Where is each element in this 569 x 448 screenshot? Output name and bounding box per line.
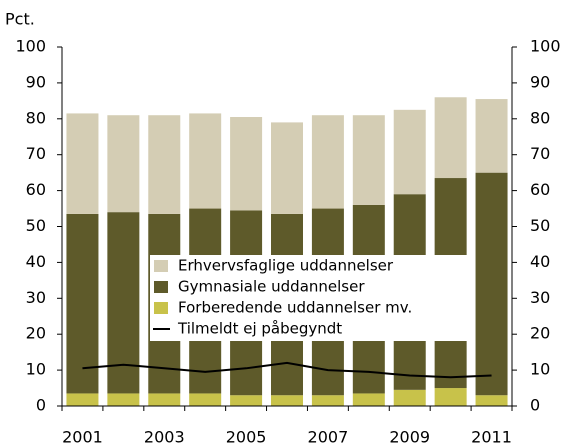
y-tick-label: 20 bbox=[26, 324, 46, 343]
y2-tick-label: 90 bbox=[530, 72, 550, 91]
y2-tick-label: 50 bbox=[530, 216, 550, 235]
legend-label: Erhvervsfaglige uddannelser bbox=[178, 257, 394, 275]
bar-segment bbox=[271, 122, 303, 214]
bar-segment bbox=[475, 172, 508, 396]
legend: Erhvervsfaglige uddannelser Gymnasiale ud… bbox=[150, 255, 468, 341]
bar-segment bbox=[230, 395, 263, 406]
bar-segment bbox=[107, 212, 140, 394]
y2-tick-label: 70 bbox=[530, 144, 550, 163]
x-tick-label: 2005 bbox=[226, 428, 267, 447]
bar-segment bbox=[230, 117, 263, 211]
bar-segment bbox=[271, 395, 303, 406]
y2-tick-label: 80 bbox=[530, 108, 550, 127]
bar-segment bbox=[434, 97, 467, 179]
bar-segment bbox=[393, 109, 426, 195]
bar-segment bbox=[475, 99, 508, 173]
legend-swatch bbox=[154, 281, 168, 293]
bar-segment bbox=[393, 389, 426, 406]
y-tick-label: 100 bbox=[15, 37, 46, 56]
x-tick-label: 2003 bbox=[144, 428, 185, 447]
y2-tick-label: 0 bbox=[530, 396, 540, 415]
bar-segment bbox=[434, 388, 467, 406]
legend-label: Tilmeldt ej påbegyndt bbox=[177, 320, 342, 338]
y-tick-label: 90 bbox=[26, 72, 46, 91]
legend-label: Gymnasiale uddannelser bbox=[178, 278, 365, 296]
bar-segment bbox=[189, 393, 222, 406]
legend-swatch bbox=[154, 302, 168, 314]
bar-segment bbox=[66, 113, 99, 214]
y2-tick-label: 100 bbox=[530, 37, 561, 56]
x-tick-label: 2011 bbox=[471, 428, 512, 447]
bar-segment bbox=[352, 393, 385, 406]
line bbox=[82, 361, 492, 379]
y2-tick-label: 20 bbox=[530, 324, 550, 343]
y-tick-label: 80 bbox=[26, 108, 46, 127]
bar-segment bbox=[66, 393, 99, 406]
bar-segment bbox=[311, 115, 344, 209]
y-tick-label: 40 bbox=[26, 252, 46, 271]
bar-segment bbox=[148, 393, 181, 406]
y-tick-label: 50 bbox=[26, 216, 46, 235]
y2-tick-label: 30 bbox=[530, 288, 550, 307]
bar-segment bbox=[107, 115, 140, 213]
bar-segment bbox=[107, 393, 140, 406]
bar-segment bbox=[189, 113, 222, 209]
bar-segment bbox=[148, 115, 181, 214]
bar-segment bbox=[66, 213, 99, 394]
y2-tick-label: 40 bbox=[530, 252, 550, 271]
bar-segment bbox=[311, 395, 344, 406]
y-tick-label: 30 bbox=[26, 288, 46, 307]
x-tick-label: 2001 bbox=[62, 428, 103, 447]
y-tick-label: 60 bbox=[26, 180, 46, 199]
y-tick-label: 70 bbox=[26, 144, 46, 163]
legend-swatch bbox=[154, 260, 168, 272]
y-tick-label: 10 bbox=[26, 360, 46, 379]
bar-segment bbox=[475, 395, 508, 406]
y-tick-label: 0 bbox=[36, 396, 46, 415]
legend-label: Forberedende uddannelser mv. bbox=[178, 299, 412, 317]
y2-tick-label: 10 bbox=[530, 360, 550, 379]
y2-tick-label: 60 bbox=[530, 180, 550, 199]
y-axis-label: Pct. bbox=[5, 10, 35, 29]
x-tick-label: 2007 bbox=[308, 428, 349, 447]
x-tick-label: 2009 bbox=[389, 428, 430, 447]
legend-box bbox=[150, 255, 468, 341]
bar-segment bbox=[352, 115, 385, 205]
